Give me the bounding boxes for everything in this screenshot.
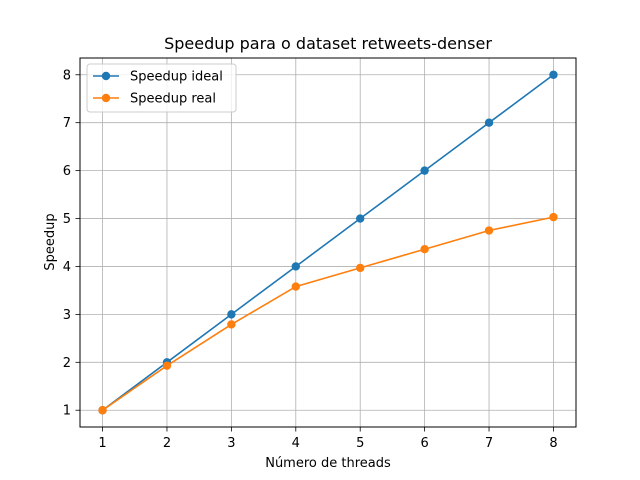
legend-marker bbox=[101, 71, 111, 81]
series-line bbox=[102, 216, 554, 411]
data-point bbox=[162, 361, 172, 370]
chart-title: Speedup para o dataset retweets-denser bbox=[164, 34, 492, 53]
data-point bbox=[420, 166, 429, 175]
legend-label: Speedup real bbox=[130, 92, 216, 107]
series-1 bbox=[98, 212, 558, 415]
y-tick-label: 6 bbox=[63, 164, 71, 179]
data-point bbox=[291, 262, 300, 271]
y-tick-label: 7 bbox=[63, 116, 71, 131]
data-point bbox=[227, 310, 236, 319]
data-point bbox=[549, 70, 558, 79]
x-tick-label: 6 bbox=[420, 436, 428, 451]
legend-label: Speedup ideal bbox=[130, 70, 223, 85]
x-tick-label: 4 bbox=[292, 436, 300, 451]
y-tick-label: 8 bbox=[63, 68, 71, 83]
x-tick-label: 8 bbox=[549, 436, 557, 451]
x-tick-label: 1 bbox=[98, 436, 106, 451]
y-tick-label: 3 bbox=[63, 308, 71, 323]
y-tick-label: 1 bbox=[63, 404, 71, 419]
y-tick-label: 4 bbox=[63, 260, 71, 275]
x-axis-label: Número de threads bbox=[265, 456, 391, 471]
plot-frame bbox=[79, 57, 577, 428]
legend-box bbox=[86, 63, 237, 113]
data-point bbox=[356, 263, 365, 273]
data-point bbox=[98, 406, 107, 415]
series-layer bbox=[98, 70, 558, 415]
y-tick-label: 5 bbox=[63, 212, 71, 227]
x-tick-label: 7 bbox=[485, 436, 493, 451]
data-point bbox=[484, 226, 494, 235]
grid bbox=[80, 58, 576, 427]
x-tick-label: 2 bbox=[163, 436, 171, 451]
y-axis-label: Speedup bbox=[43, 213, 58, 270]
series-line bbox=[102, 74, 554, 411]
legend-marker bbox=[101, 93, 111, 103]
data-point bbox=[549, 212, 558, 222]
data-point bbox=[227, 320, 236, 329]
x-tick-label: 3 bbox=[227, 436, 235, 451]
x-tick-label: 5 bbox=[356, 436, 364, 451]
y-tick-label: 2 bbox=[63, 356, 71, 371]
x-axis: 1 2 3 4 5 6 7 8 bbox=[98, 427, 558, 451]
data-point bbox=[356, 214, 365, 223]
y-axis: 1 2 3 4 5 6 7 8 bbox=[63, 68, 80, 419]
data-point bbox=[291, 282, 300, 291]
data-point bbox=[420, 245, 429, 254]
data-point bbox=[484, 118, 494, 127]
legend: Speedup ideal Speedup real bbox=[86, 63, 237, 113]
